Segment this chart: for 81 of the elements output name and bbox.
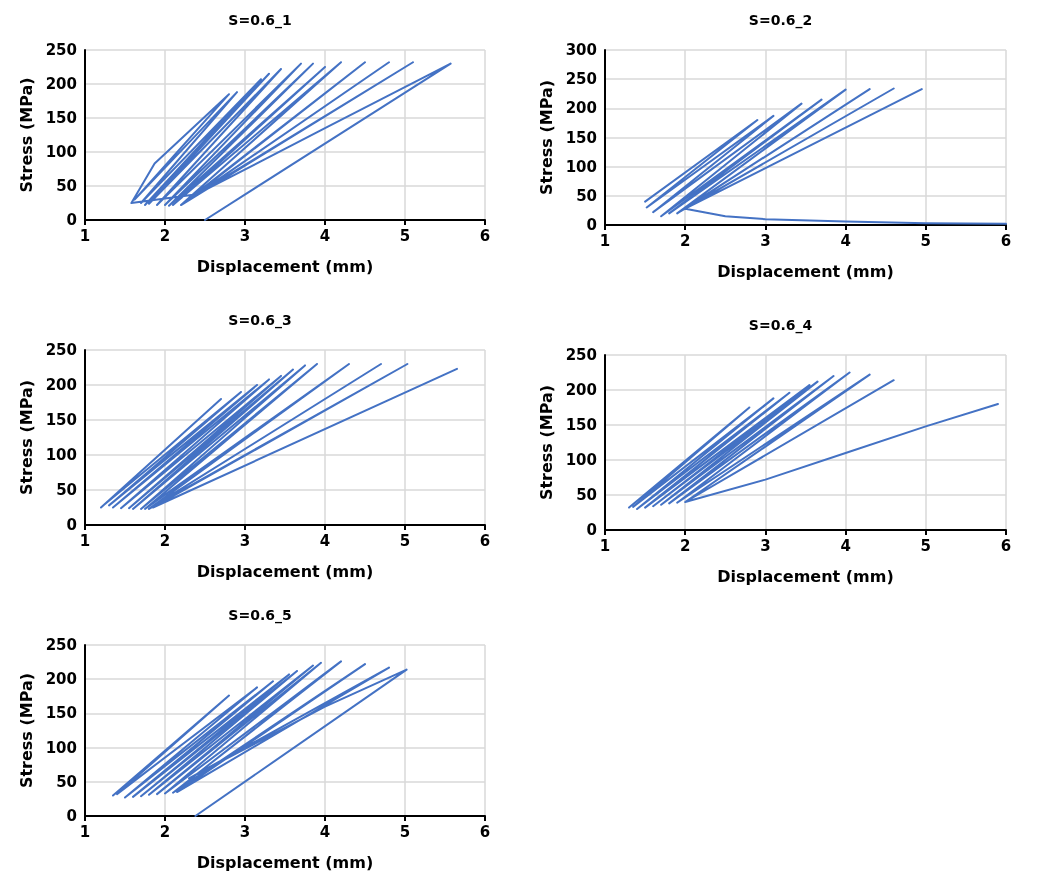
y-axis-title: Stress (MPa) (537, 79, 557, 196)
y-tick-label: 150 (565, 416, 597, 434)
x-axis-title: Displacement (mm) (717, 261, 894, 281)
line-series (628, 371, 999, 510)
y-tick-label: 100 (565, 451, 597, 469)
y-axis-title: Stress (MPa) (17, 672, 37, 789)
x-tick-label: 4 (840, 231, 851, 250)
y-tick-label: 250 (45, 636, 77, 654)
y-tick-label: 250 (565, 346, 597, 364)
y-tick-label: 250 (45, 341, 77, 359)
x-tick-label: 6 (479, 226, 491, 245)
y-tick-label: 150 (45, 109, 77, 127)
chart-title: S=0.6_2 (748, 12, 813, 29)
y-tick-label: 100 (565, 157, 597, 176)
y-tick-label: 200 (45, 670, 77, 689)
x-tick-label: 1 (599, 536, 611, 555)
x-tick-label: 2 (679, 231, 691, 250)
x-tick-label: 3 (239, 822, 251, 841)
y-tick-label: 0 (66, 516, 77, 534)
x-axis-title: Displacement (mm) (196, 256, 374, 276)
x-axis-title: Displacement (mm) (196, 852, 374, 872)
y-tick-label: 100 (45, 143, 77, 161)
x-axis-title: Displacement (mm) (717, 566, 894, 586)
x-tick-label: 2 (159, 822, 171, 841)
x-axis-title: Displacement (mm) (196, 561, 374, 581)
chart-title: S=0.6_3 (228, 312, 292, 329)
y-tick-label: 0 (586, 521, 597, 539)
y-tick-label: 250 (565, 70, 597, 89)
y-tick-label: 50 (576, 486, 597, 504)
y-tick-label: 200 (565, 99, 597, 118)
y-tick-label: 0 (66, 807, 77, 825)
y-tick-label: 100 (45, 446, 77, 464)
y-tick-label: 150 (565, 128, 597, 147)
y-axis-title: Stress (MPa) (17, 379, 37, 496)
x-tick-label: 1 (79, 226, 91, 245)
chart-title: S=0.6_4 (748, 317, 813, 334)
x-tick-label: 2 (159, 531, 171, 550)
x-tick-label: 3 (760, 536, 771, 555)
x-tick-label: 1 (599, 231, 611, 250)
x-tick-label: 1 (79, 822, 91, 841)
line-series (644, 87, 1007, 225)
y-tick-label: 150 (45, 411, 77, 429)
x-tick-label: 2 (159, 226, 171, 245)
x-tick-label: 5 (920, 536, 932, 555)
x-tick-label: 2 (679, 536, 691, 555)
y-tick-label: 50 (56, 177, 77, 195)
y-tick-label: 200 (45, 75, 77, 93)
x-tick-label: 5 (399, 531, 411, 550)
x-tick-label: 5 (920, 231, 932, 250)
y-tick-label: 0 (66, 211, 77, 229)
y-axis-title: Stress (MPa) (17, 77, 37, 193)
x-tick-label: 3 (239, 226, 251, 245)
chart-title: S=0.6_1 (228, 12, 292, 29)
line-series (112, 660, 408, 817)
y-tick-label: 250 (45, 41, 77, 59)
x-tick-label: 6 (479, 822, 491, 841)
y-tick-label: 200 (565, 381, 597, 399)
x-tick-label: 3 (239, 531, 251, 550)
y-axis-title: Stress (MPa) (537, 384, 557, 501)
line-series (130, 61, 452, 221)
y-tick-label: 0 (586, 216, 597, 234)
y-tick-label: 50 (576, 186, 597, 205)
x-tick-label: 6 (1000, 231, 1012, 250)
x-tick-label: 5 (399, 226, 411, 245)
x-tick-label: 4 (840, 536, 851, 555)
x-tick-label: 6 (1000, 536, 1012, 555)
line-series (100, 363, 458, 510)
y-tick-label: 100 (45, 738, 77, 757)
y-tick-label: 50 (56, 481, 77, 499)
x-tick-label: 5 (399, 822, 411, 841)
x-tick-label: 3 (760, 231, 771, 250)
y-tick-label: 200 (45, 376, 77, 394)
x-tick-label: 4 (319, 226, 331, 245)
y-tick-label: 300 (565, 41, 597, 59)
x-tick-label: 6 (479, 531, 491, 550)
y-tick-label: 150 (45, 704, 77, 723)
x-tick-label: 4 (319, 531, 331, 550)
chart-title: S=0.6_5 (228, 607, 292, 624)
x-tick-label: 4 (319, 822, 331, 841)
y-tick-label: 50 (56, 772, 77, 791)
x-tick-label: 1 (79, 531, 91, 550)
